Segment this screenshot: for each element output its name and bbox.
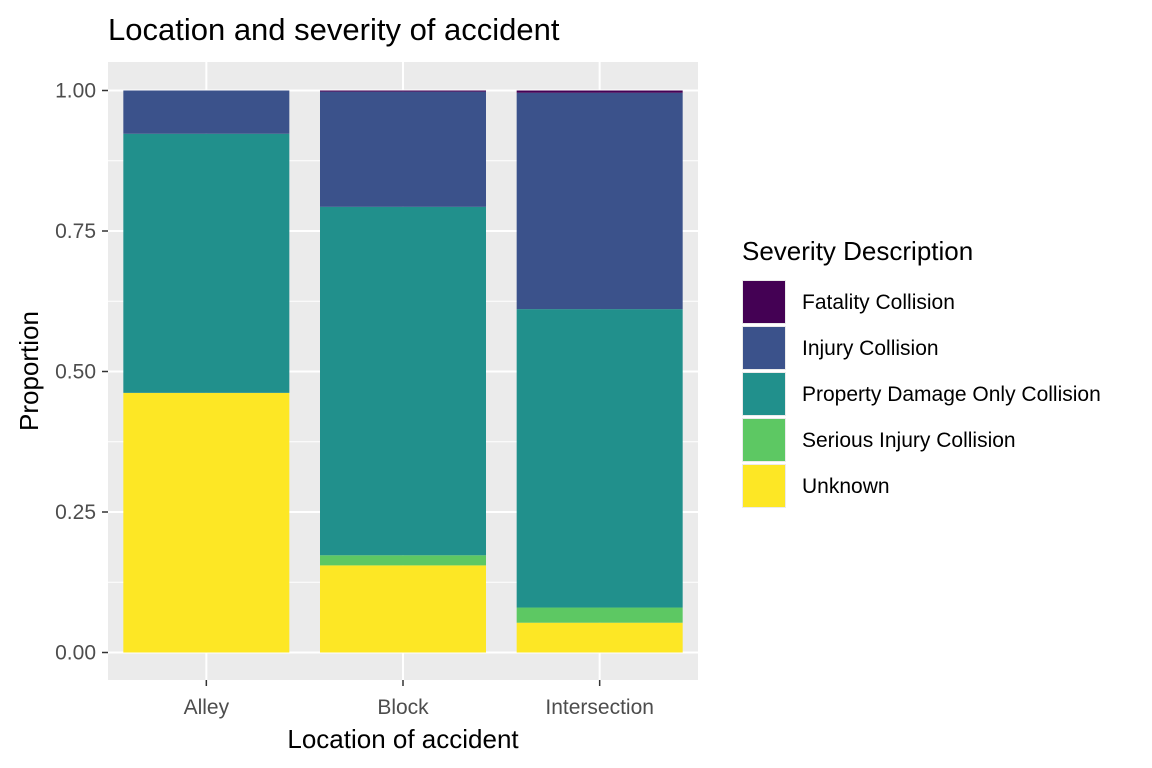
bar-segment-block-injury-collision [320,91,486,207]
y-tick-label: 1.00 [55,80,96,103]
bar-segment-intersection-injury-collision [516,92,683,310]
legend-key-swatch [743,419,785,461]
legend-item-label: Serious Injury Collision [802,429,1016,452]
bar-segment-block-unknown [320,565,486,653]
x-axis-title: Location of accident [287,724,519,754]
legend-key-swatch [743,465,785,507]
x-tick-label: Alley [184,696,230,719]
legend-key-swatch [743,281,785,323]
legend-item-label: Unknown [802,475,890,498]
y-tick-label: 0.50 [55,361,96,384]
bar-segment-intersection-serious-injury-collision [516,607,683,623]
y-tick-label: 0.25 [55,501,96,524]
bars [123,90,683,653]
chart-title: Location and severity of accident [108,12,560,47]
y-axis-title: Proportion [14,311,44,431]
legend-key-swatch [743,327,785,369]
legend-item-label: Property Damage Only Collision [802,383,1101,406]
y-axis: 0.00 0.25 0.50 0.75 1.00 [55,80,108,665]
x-axis: Alley Block Intersection [184,680,654,719]
y-tick-label: 0.75 [55,220,96,243]
y-tick-label: 0.00 [55,642,96,665]
legend-item-label: Injury Collision [802,337,939,360]
legend-item-label: Fatality Collision [802,291,955,314]
x-tick-label: Intersection [545,696,654,719]
bar-segment-block-property-damage-only-collision [320,206,486,556]
legend: Severity Description Fatality Collision I… [742,236,1101,508]
bar-segment-alley-unknown [123,392,290,653]
bar-segment-block-fatality-collision [320,90,486,92]
legend-title: Severity Description [742,236,973,266]
bar-segment-intersection-fatality-collision [516,90,683,93]
bar-segment-block-serious-injury-collision [320,555,486,566]
x-tick-label: Block [377,696,429,719]
bar-segment-intersection-property-damage-only-collision [516,309,683,608]
bar-segment-alley-property-damage-only-collision [123,133,290,393]
bar-segment-alley-injury-collision [123,90,290,134]
legend-key-swatch [743,373,785,415]
bar-segment-intersection-unknown [516,622,683,653]
